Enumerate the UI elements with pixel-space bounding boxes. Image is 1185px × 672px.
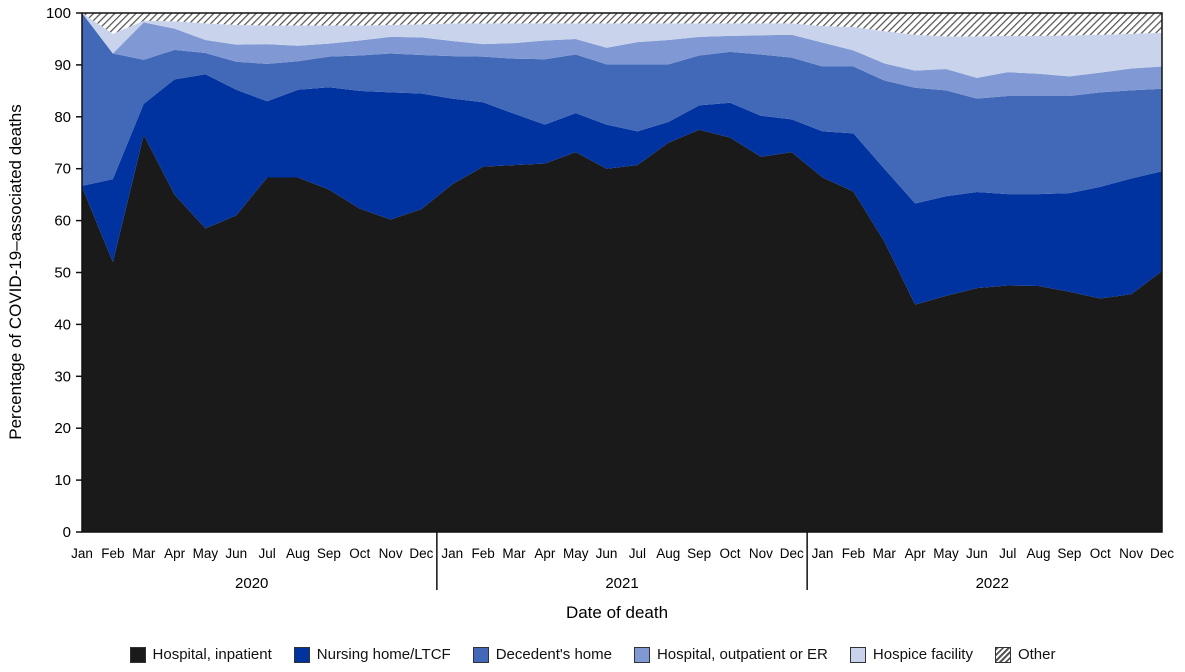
x-tick-label: Jun bbox=[966, 546, 988, 561]
x-tick-label: Sep bbox=[1057, 546, 1081, 561]
x-tick-label: Oct bbox=[349, 546, 370, 561]
x-tick-label: Mar bbox=[132, 546, 156, 561]
legend-swatch bbox=[472, 646, 489, 663]
legend-item-nursing-home-ltcf: Nursing home/LTCF bbox=[293, 646, 451, 663]
legend-item-hospital-inpatient: Hospital, inpatient bbox=[129, 646, 272, 663]
y-tick-label: 30 bbox=[54, 368, 71, 385]
area-hospital-inpatient bbox=[82, 129, 1162, 532]
x-tick-label: Nov bbox=[379, 546, 403, 561]
x-tick-label: Nov bbox=[749, 546, 773, 561]
area-other bbox=[82, 13, 1162, 37]
x-tick-label: Aug bbox=[1027, 546, 1051, 561]
x-tick-label: Aug bbox=[286, 546, 310, 561]
legend-label: Nursing home/LTCF bbox=[316, 646, 451, 663]
x-tick-label: Jan bbox=[71, 546, 93, 561]
legend-swatch bbox=[293, 646, 310, 663]
legend-label: Hospice facility bbox=[872, 646, 973, 663]
x-tick-label: Dec bbox=[1150, 546, 1174, 561]
legend-item-other: Other bbox=[994, 646, 1056, 663]
year-label: 2020 bbox=[235, 575, 268, 592]
x-tick-label: May bbox=[563, 546, 589, 561]
x-tick-label: Nov bbox=[1119, 546, 1143, 561]
y-tick-label: 90 bbox=[54, 57, 71, 74]
legend-item-hospice-facility: Hospice facility bbox=[849, 646, 973, 663]
stacked-area-chart: 0 10 20 30 40 50 60 70 80 90 100 Jan Feb Mar Apr May Jun… bbox=[6, 5, 1174, 622]
x-tick-label: Sep bbox=[317, 546, 341, 561]
y-tick-label: 100 bbox=[46, 5, 71, 22]
x-tick-label: Jul bbox=[999, 546, 1016, 561]
x-tick-label: Jan bbox=[441, 546, 463, 561]
x-tick-label: May bbox=[933, 546, 959, 561]
legend-label: Hospital, outpatient or ER bbox=[656, 646, 828, 663]
y-tick-label: 70 bbox=[54, 161, 71, 178]
y-tick-label: 10 bbox=[54, 472, 71, 489]
x-tick-label: Oct bbox=[719, 546, 740, 561]
year-label: 2022 bbox=[976, 575, 1009, 592]
area-decedent-s-home bbox=[82, 13, 1162, 204]
x-axis-title: Date of death bbox=[566, 603, 668, 622]
x-tick-label: Apr bbox=[534, 546, 556, 561]
legend-label: Hospital, inpatient bbox=[152, 646, 272, 663]
legend-swatch bbox=[129, 646, 146, 663]
legend: Hospital, inpatient Nursing home/LTCF Dece… bbox=[0, 646, 1185, 663]
x-tick-label: Mar bbox=[873, 546, 897, 561]
area-nursing-home-ltcf bbox=[82, 74, 1162, 305]
x-tick-label: Jul bbox=[259, 546, 276, 561]
y-tick-label: 60 bbox=[54, 213, 71, 230]
y-tick-label: 50 bbox=[54, 265, 71, 282]
legend-swatch bbox=[633, 646, 650, 663]
x-tick-label: May bbox=[193, 546, 219, 561]
y-axis-title: Percentage of COVID-19–associated deaths bbox=[6, 104, 25, 439]
x-tick-label: Dec bbox=[409, 546, 433, 561]
area-hospice-facility bbox=[82, 13, 1162, 78]
y-tick-label: 20 bbox=[54, 420, 71, 437]
x-tick-label: Jun bbox=[596, 546, 618, 561]
y-tick-label: 80 bbox=[54, 109, 71, 126]
legend-item-hospital-outpatient-or-er: Hospital, outpatient or ER bbox=[633, 646, 828, 663]
x-tick-label: Apr bbox=[164, 546, 186, 561]
area-hospital-outpatient-or-er bbox=[82, 13, 1162, 99]
x-tick-label: Jan bbox=[812, 546, 834, 561]
x-tick-label: Jun bbox=[225, 546, 247, 561]
x-tick-label: Apr bbox=[905, 546, 927, 561]
year-label: 2021 bbox=[605, 575, 638, 592]
y-tick-label: 0 bbox=[63, 524, 71, 541]
x-tick-label: Feb bbox=[101, 546, 124, 561]
x-tick-label: Oct bbox=[1090, 546, 1111, 561]
legend-swatch bbox=[994, 646, 1011, 663]
x-tick-label: Dec bbox=[780, 546, 804, 561]
x-tick-label: Sep bbox=[687, 546, 711, 561]
x-tick-label: Jul bbox=[629, 546, 646, 561]
x-tick-label: Feb bbox=[472, 546, 495, 561]
legend-label: Decedent's home bbox=[495, 646, 612, 663]
legend-item-decedent-s-home: Decedent's home bbox=[472, 646, 612, 663]
legend-swatch bbox=[849, 646, 866, 663]
y-tick-label: 40 bbox=[54, 316, 71, 333]
legend-label: Other bbox=[1017, 646, 1056, 663]
x-tick-label: Feb bbox=[842, 546, 865, 561]
x-tick-label: Aug bbox=[656, 546, 680, 561]
x-tick-label: Mar bbox=[502, 546, 526, 561]
